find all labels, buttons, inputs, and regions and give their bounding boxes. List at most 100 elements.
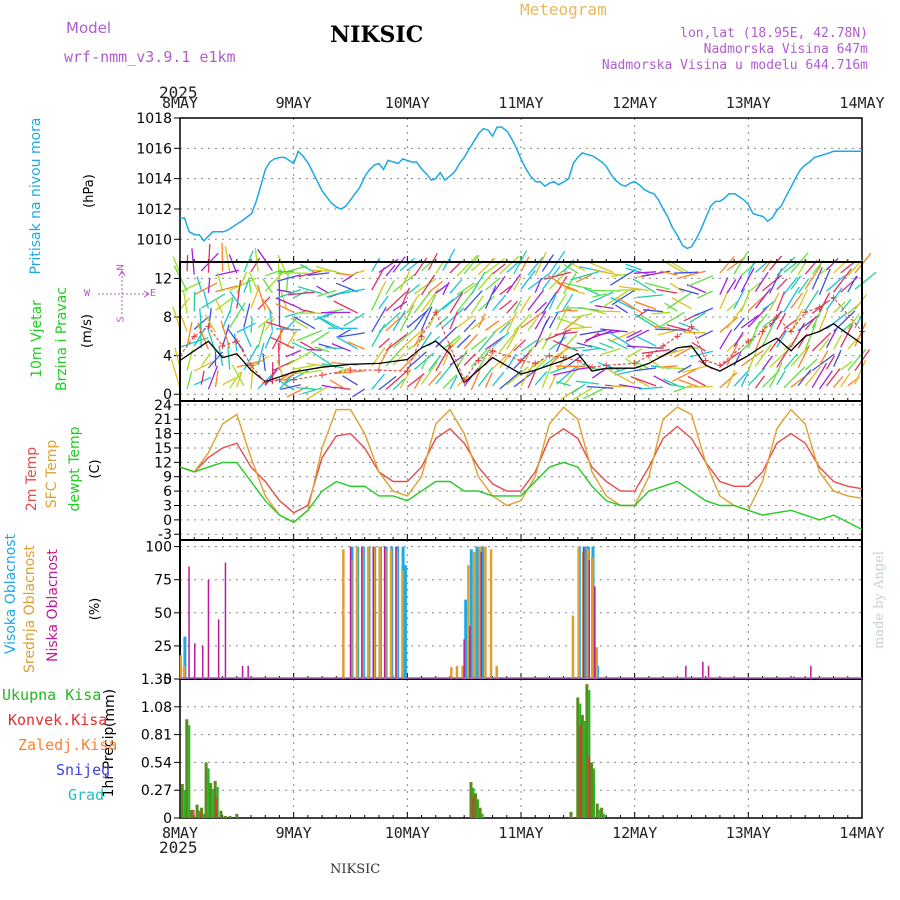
panel-frame bbox=[179, 539, 863, 680]
wind-arrow bbox=[617, 297, 643, 314]
wind-arrow bbox=[463, 290, 483, 312]
gust-marker bbox=[645, 352, 652, 359]
gust-marker bbox=[319, 371, 326, 378]
precip-total-bar bbox=[474, 793, 477, 818]
gust-marker bbox=[248, 362, 255, 369]
wind-arrow bbox=[179, 337, 209, 348]
cloud-high-bar bbox=[183, 636, 187, 679]
wind-arrow bbox=[825, 355, 836, 370]
wind-arrow bbox=[227, 346, 231, 370]
wind-arrow bbox=[216, 272, 224, 292]
cloud-mid-bar bbox=[378, 546, 381, 679]
day-tick-label: 10MAY bbox=[385, 94, 430, 112]
wind-arrow bbox=[492, 371, 505, 387]
day-tick-label: 8MAY bbox=[162, 94, 198, 112]
wind-arrow bbox=[392, 329, 415, 349]
wind-arrow bbox=[576, 342, 593, 348]
wind-arrow bbox=[420, 274, 436, 296]
wind-arrow bbox=[221, 310, 231, 329]
wind-arrow bbox=[172, 306, 181, 329]
precip-total-bar bbox=[478, 807, 482, 818]
y-tick-label: 4 bbox=[163, 349, 172, 365]
wind-arrow bbox=[385, 333, 408, 351]
model-name: wrf-nmm_v3.9.1 e1km bbox=[64, 48, 236, 66]
precip-total-bar bbox=[600, 807, 604, 818]
wind-arrow bbox=[563, 263, 579, 274]
wind-arrow bbox=[420, 331, 433, 348]
wind-arrow bbox=[204, 314, 217, 333]
cloud-low-bar bbox=[349, 546, 352, 679]
wind-arrow bbox=[492, 294, 507, 311]
wind-arrow bbox=[625, 329, 650, 343]
wind-arrow bbox=[609, 269, 636, 286]
wind-arrow bbox=[285, 349, 302, 358]
legend-convective-rain: Konvek.Kisa bbox=[8, 711, 108, 729]
wind-arrow bbox=[250, 257, 261, 273]
wind-arrow bbox=[638, 386, 664, 390]
wind-arrow bbox=[456, 349, 469, 368]
precip-total-bar-hl bbox=[603, 813, 606, 818]
wind-arrow bbox=[399, 304, 415, 332]
legend-hail: Grad bbox=[68, 786, 105, 804]
wind-arrow bbox=[854, 271, 877, 290]
wind-arrow bbox=[243, 344, 259, 371]
wind-arrow bbox=[691, 341, 707, 352]
wind-arrow bbox=[215, 269, 240, 277]
wind-arrow bbox=[456, 334, 471, 349]
wind-arrow bbox=[499, 255, 520, 275]
wind-arrow bbox=[399, 257, 416, 272]
wind-arrow bbox=[182, 289, 188, 314]
wind-arrow bbox=[334, 386, 351, 390]
wind-arrow bbox=[740, 373, 749, 387]
wind-arrow bbox=[413, 352, 435, 370]
wind-arrow bbox=[790, 370, 812, 388]
wind-arrow bbox=[776, 291, 786, 312]
wind-arrow bbox=[470, 271, 486, 295]
wind-arrow bbox=[548, 312, 559, 329]
wind-arrow bbox=[399, 352, 419, 372]
gust-marker bbox=[745, 338, 752, 345]
wind-arrow bbox=[499, 285, 512, 296]
day-tick-label: 9MAY bbox=[276, 824, 312, 842]
wind-arrow bbox=[833, 268, 852, 293]
precip-total-bar bbox=[569, 811, 573, 818]
wind-arrow bbox=[726, 300, 739, 312]
wind-arrow bbox=[840, 323, 854, 348]
wind-arrow bbox=[470, 295, 484, 315]
wind-arrow bbox=[257, 248, 273, 271]
wind-arrow bbox=[719, 256, 735, 274]
cloud-mid-bar bbox=[484, 546, 487, 679]
wind-arrow bbox=[477, 257, 496, 276]
wind-arrow bbox=[589, 262, 614, 274]
wind-arrow bbox=[306, 385, 330, 400]
cloud-mid-bar bbox=[401, 570, 404, 679]
wind-arrow bbox=[229, 371, 242, 389]
wind-arrow bbox=[392, 378, 405, 391]
wind-arrow bbox=[595, 305, 614, 310]
day-tick-label: 13MAY bbox=[726, 94, 771, 112]
cloud-mid-bar bbox=[455, 665, 459, 679]
wind-arrow bbox=[564, 287, 586, 295]
wind-arrow bbox=[527, 272, 551, 291]
wind-arrow bbox=[597, 330, 621, 336]
wind-arrow bbox=[442, 374, 458, 389]
wind-arrow bbox=[776, 256, 796, 276]
wind-arrow bbox=[276, 359, 288, 388]
wind-arrow bbox=[228, 254, 238, 274]
wind-arrow bbox=[541, 291, 558, 314]
wind-arrow bbox=[534, 251, 547, 276]
wind-arrow bbox=[449, 336, 462, 349]
wind-arrow bbox=[492, 331, 510, 348]
precip-convective-bar bbox=[579, 725, 582, 818]
wind-arrow bbox=[506, 366, 529, 386]
wind-arrow bbox=[291, 364, 316, 371]
wind-arrow bbox=[420, 288, 440, 313]
wind-arrow bbox=[442, 307, 465, 328]
wind-arrow bbox=[520, 295, 532, 312]
wind-arrow bbox=[632, 278, 657, 294]
wind-arrow bbox=[790, 292, 804, 309]
wind-arrow bbox=[600, 328, 628, 333]
gust-marker bbox=[688, 323, 695, 330]
wind-arrow bbox=[506, 311, 518, 333]
